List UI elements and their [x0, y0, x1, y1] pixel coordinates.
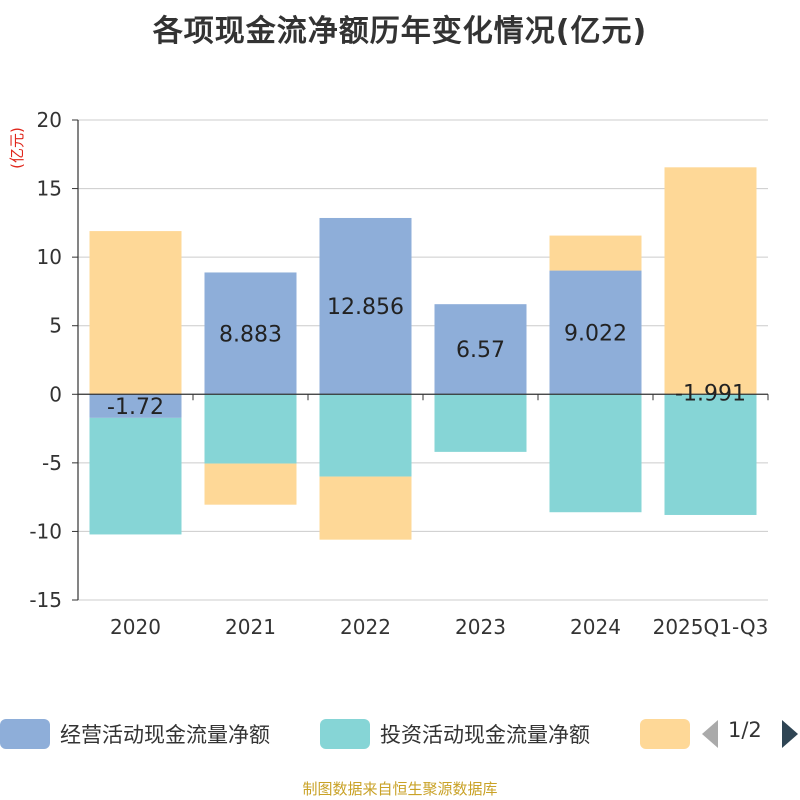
data-label-operating: -1.991 [675, 381, 746, 406]
data-labels: -1.72 8.883 12.856 6.57 9.022 -1.991 [107, 295, 746, 420]
data-label-operating: 6.57 [456, 338, 505, 363]
chart-title: 各项现金流净额历年变化情况(亿元) [152, 14, 648, 49]
y-tick-label: 5 [49, 314, 62, 338]
source-note: 制图数据来自恒生聚源数据库 [302, 780, 498, 798]
x-tick-label: 2023 [455, 615, 506, 639]
bars [89, 167, 757, 540]
bar-2021-series-1[interactable] [204, 394, 297, 464]
legend-label-investing: 投资活动现金流量净额 [380, 723, 590, 747]
bar-2024-series-0[interactable] [549, 270, 642, 395]
y-tick-label: 20 [37, 108, 62, 132]
legend: 经营活动现金流量净额 投资活动现金流量净额 1/2 [0, 716, 800, 756]
legend-item-financing[interactable] [640, 716, 690, 752]
grid-lines [78, 119, 768, 601]
legend-item-operating[interactable]: 经营活动现金流量净额 [0, 716, 270, 752]
x-tick-label: 2022 [340, 615, 391, 639]
bar-2022-series-2[interactable] [319, 476, 412, 540]
bar-2022-series-0[interactable] [319, 217, 412, 395]
bar-2020-series-1[interactable] [89, 417, 182, 535]
y-tick-label: -15 [29, 588, 62, 612]
y-tick-label: 15 [37, 177, 62, 201]
data-label-operating: 8.883 [219, 322, 282, 347]
bar-2020-series-2[interactable] [89, 231, 182, 395]
legend-swatch-financing [640, 719, 690, 749]
legend-next-arrow-icon[interactable] [782, 720, 798, 748]
x-tick-label: 2020 [110, 615, 161, 639]
bar-2021-series-2[interactable] [204, 463, 297, 505]
data-label-operating: 9.022 [564, 321, 627, 346]
bar-2023-series-1[interactable] [434, 394, 527, 452]
data-label-operating: -1.72 [107, 395, 164, 420]
y-axis-label: (亿元) [8, 127, 26, 169]
bar-2025Q1-Q3-series-2[interactable] [664, 167, 757, 395]
y-tick-label: -10 [29, 519, 62, 543]
legend-swatch-operating [0, 719, 50, 749]
data-label-operating: 12.856 [327, 295, 404, 320]
y-tick-label: -5 [42, 451, 62, 475]
bar-2022-series-1[interactable] [319, 394, 412, 477]
x-tick-label: 2024 [570, 615, 621, 639]
legend-item-investing[interactable]: 投资活动现金流量净额 [320, 716, 590, 752]
x-tick-label: 2025Q1-Q3 [653, 615, 769, 639]
bar-2024-series-1[interactable] [549, 394, 642, 513]
bar-2023-series-0[interactable] [434, 304, 527, 395]
y-tick-label: 10 [37, 245, 62, 269]
y-tick-label: 0 [49, 382, 62, 406]
legend-page-indicator: 1/2 [728, 718, 762, 742]
legend-label-operating: 经营活动现金流量净额 [60, 723, 270, 747]
x-tick-label: 2021 [225, 615, 276, 639]
bar-2025Q1-Q3-series-1[interactable] [664, 394, 757, 515]
bar-2021-series-0[interactable] [204, 272, 297, 395]
legend-prev-arrow-icon[interactable] [702, 720, 718, 748]
bar-2024-series-2[interactable] [549, 235, 642, 271]
legend-swatch-investing [320, 719, 370, 749]
bar-2020-series-0[interactable] [89, 394, 182, 418]
